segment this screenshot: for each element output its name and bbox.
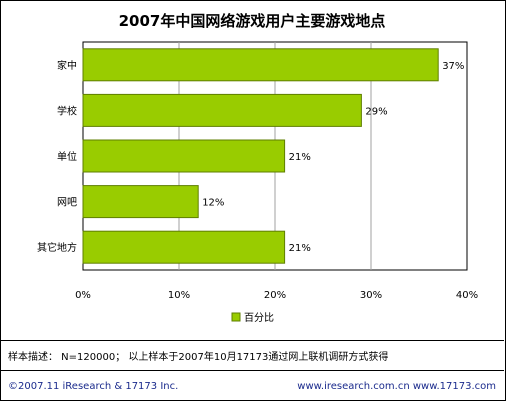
category-label: 家中	[57, 59, 77, 72]
legend-label: 百分比	[244, 312, 274, 324]
source-urls: www.iresearch.com.cn www.17173.com	[297, 381, 496, 392]
chart-title: 2007年中国网络游戏用户主要游戏地点	[118, 12, 386, 30]
copyright-text: ©2007.11 iResearch & 17173 Inc.	[8, 381, 179, 392]
bar	[82, 185, 199, 219]
bar	[82, 139, 286, 173]
value-label: 29%	[365, 106, 387, 117]
value-label: 37%	[442, 61, 464, 72]
category-label: 其它地方	[37, 241, 77, 254]
sample-note: 样本描述： N=120000； 以上样本于2007年10月17173通过网上联机…	[8, 352, 389, 363]
value-labels: 37% 29% 21% 12% 21%	[202, 61, 464, 254]
value-label: 12%	[202, 198, 224, 209]
category-label: 单位	[57, 150, 77, 163]
footer-divider-top	[1, 340, 504, 341]
category-label: 学校	[57, 104, 77, 117]
value-label: 21%	[289, 152, 311, 163]
x-tick-labels: 0% 10% 20% 30% 40%	[75, 290, 478, 301]
legend-swatch	[231, 312, 241, 322]
x-tick-label: 40%	[456, 290, 478, 301]
x-tick-label: 30%	[360, 290, 382, 301]
x-tick-label: 20%	[264, 290, 286, 301]
x-tick-label: 0%	[75, 290, 91, 301]
x-tick-label: 10%	[168, 290, 190, 301]
category-label: 网吧	[57, 197, 77, 209]
value-label: 21%	[289, 243, 311, 254]
footer-divider-bottom	[1, 370, 504, 371]
bar	[82, 48, 439, 82]
bar	[82, 230, 286, 264]
bar	[82, 93, 362, 127]
legend: 百分比	[231, 312, 274, 324]
bars	[82, 48, 439, 264]
